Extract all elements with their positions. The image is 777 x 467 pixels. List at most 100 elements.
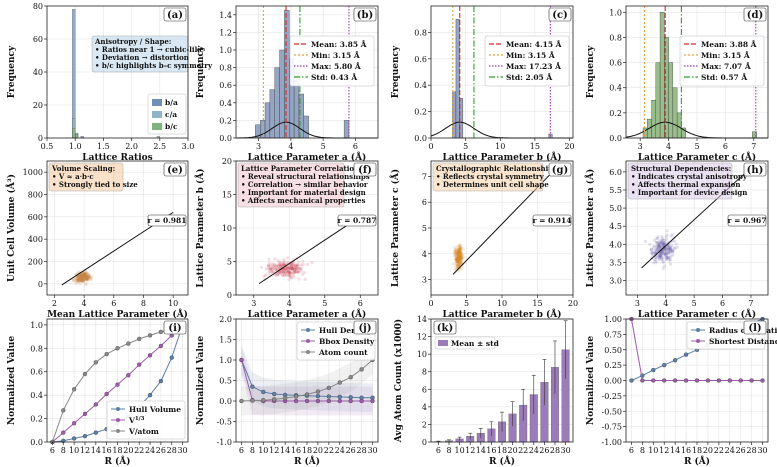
scatter-point (667, 246, 671, 250)
scatter-point (290, 263, 294, 267)
scatter-point (459, 256, 463, 260)
axes-frame (430, 5, 574, 139)
scatter-point (662, 245, 666, 249)
y-tick-label: 0 (422, 438, 427, 447)
scatter-point (669, 234, 673, 238)
scatter-point (458, 245, 462, 250)
scatter-point (293, 265, 297, 269)
scatter-point (80, 277, 84, 281)
scatter-point (671, 250, 675, 254)
scatter-point (296, 263, 300, 267)
y-tick-label: 0.4 (414, 81, 427, 90)
scatter-point (81, 278, 85, 282)
legend: b/a c/a b/c (147, 93, 187, 135)
scatter-point (78, 278, 83, 282)
scatter-point (456, 259, 460, 264)
panel-label: (h) (743, 162, 767, 177)
scatter-point (291, 266, 295, 270)
series-marker (115, 382, 120, 387)
scatter-point (81, 277, 86, 281)
annotation: Anisotropy / Shape:• Ratios near 1 → cub… (91, 35, 213, 73)
scatter-point (86, 277, 90, 281)
legend-label: Min: 3.15 Å (311, 51, 360, 60)
scatter-point (457, 264, 461, 268)
scatter-point (77, 276, 81, 281)
scatter-point (668, 247, 672, 252)
x-tick-label: 14 (476, 446, 486, 455)
y-tick-label: 1.2 (219, 28, 232, 37)
scatter-point (295, 266, 299, 270)
scatter-point (276, 264, 281, 268)
legend-label: Hull Density (319, 326, 372, 335)
scatter-point (457, 258, 462, 262)
scatter-point (284, 267, 288, 271)
scatter-point (457, 256, 461, 260)
panel-label: (g) (548, 162, 572, 177)
legend-label: Mean: 4.15 Å (506, 40, 562, 49)
x-tick-label: 10 (455, 446, 465, 455)
scatter-point (456, 258, 461, 262)
y-tick-label: -0.50 (601, 407, 622, 416)
x-tick-label: 1.5 (97, 142, 110, 151)
x-tick-label: 4 (663, 299, 668, 308)
y-tick-label: 1.0 (219, 356, 232, 365)
scatter-point (669, 245, 673, 249)
panel-e: r = 0.981 Volume Scaling:• V ≈ a·b·c• Str… (5, 160, 189, 320)
scatter-point (85, 277, 90, 281)
scatter-point (266, 266, 271, 271)
y-tick-label: 0.4 (609, 84, 622, 93)
y-tick-label: -0.25 (601, 392, 622, 401)
scatter-point (457, 253, 461, 257)
scatter-point (657, 242, 661, 246)
scatter-point (262, 274, 266, 278)
legend-label: Shortest Distance (709, 337, 777, 346)
scatter-point (279, 264, 283, 268)
scatter-point (86, 275, 90, 279)
scatter-point (282, 273, 287, 278)
scatter-point (661, 266, 665, 270)
scatter-point (668, 249, 672, 253)
scatter-point (456, 252, 460, 256)
scatter-point (457, 247, 461, 251)
scatter-point (285, 266, 289, 270)
scatter-point (83, 272, 87, 276)
panel-label-text: (a) (167, 10, 183, 21)
scatter-point (285, 266, 289, 271)
y-tick-label: 6.0 (609, 168, 622, 177)
scatter-point (78, 274, 82, 278)
scatter-point (456, 248, 460, 252)
y-tick-label: 1.4 (219, 11, 232, 20)
series-marker (337, 394, 342, 400)
scatter-point (454, 257, 459, 261)
scatter-point (79, 274, 83, 278)
scatter-point (459, 259, 463, 264)
scatter-point (459, 261, 463, 265)
scatter-point (668, 258, 672, 262)
scatter-point (654, 256, 658, 260)
series-marker (673, 358, 678, 363)
series-marker (662, 378, 667, 383)
annotation-title: Volume Scaling: (51, 164, 115, 173)
series-marker (348, 375, 353, 380)
scatter-point (84, 276, 88, 280)
x-tick-label: 22 (714, 446, 724, 455)
y-tick-label: 6 (422, 198, 427, 207)
scatter-point (76, 278, 80, 282)
scatter-point (72, 278, 76, 283)
scatter-point (81, 279, 86, 283)
x-tick-label: 6 (436, 446, 441, 455)
scatter-point (292, 262, 296, 266)
scatter-point (658, 251, 662, 256)
scatter-point (656, 235, 660, 239)
scatter-point (268, 269, 272, 274)
scatter-point (460, 252, 464, 257)
scatter-point (281, 270, 285, 274)
hist-bar (279, 49, 285, 139)
scatter-point (79, 274, 83, 279)
scatter-point (79, 273, 83, 277)
annotation-line: • Deviation → distortion (95, 53, 189, 62)
scatter-point (84, 273, 88, 277)
scatter-point (287, 266, 291, 270)
scatter-point (457, 249, 462, 254)
scatter-point (83, 273, 87, 277)
